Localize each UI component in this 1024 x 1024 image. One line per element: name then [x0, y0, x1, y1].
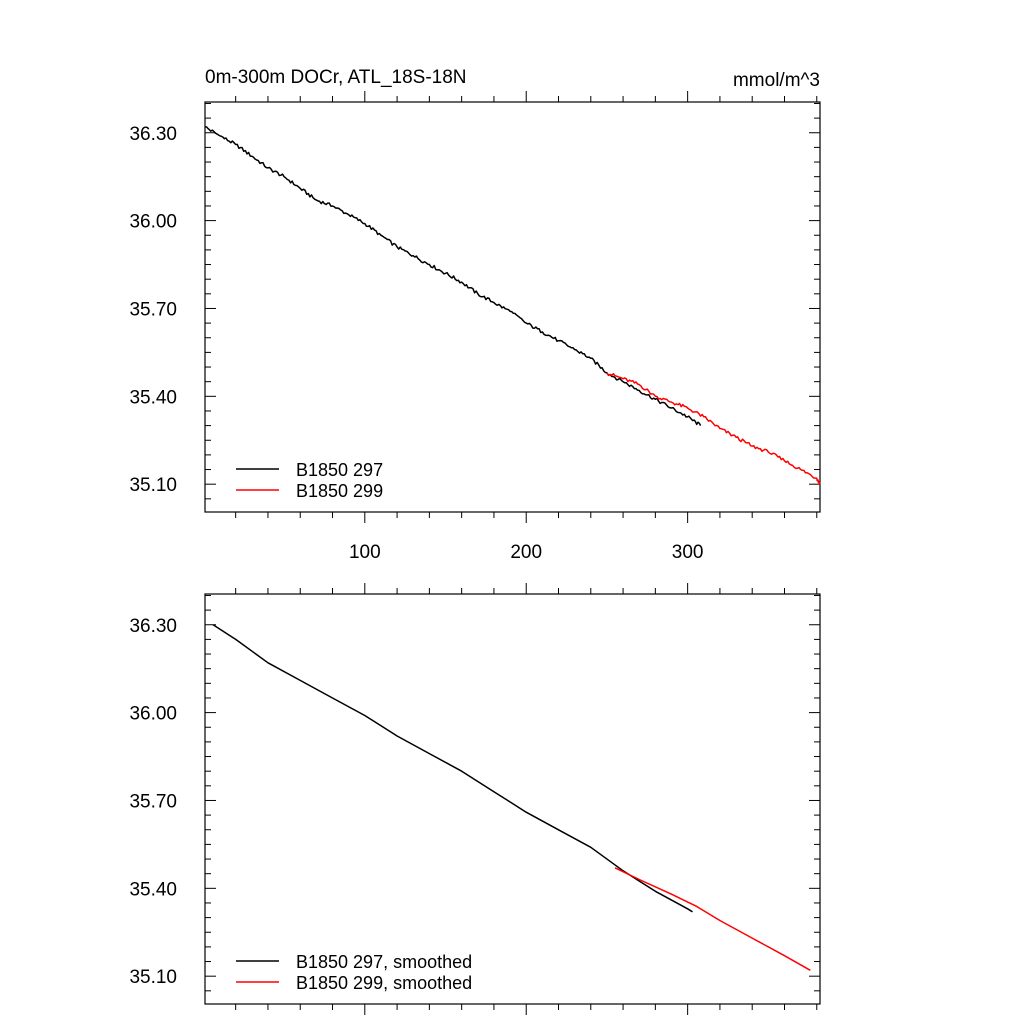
- series-line: [614, 867, 811, 971]
- legend-label: B1850 297, smoothed: [296, 952, 472, 972]
- y-tick-label: 35.70: [129, 299, 177, 320]
- y-tick-label: 36.00: [129, 212, 177, 233]
- x-tick-label: 200: [510, 542, 542, 563]
- ticks-group: [205, 91, 820, 523]
- legend-label: B1850 297: [296, 460, 383, 480]
- plot-frame: [204, 101, 821, 513]
- legend-label: B1850 299: [296, 481, 383, 501]
- y-tick-label: 35.70: [129, 791, 177, 812]
- y-tick-label: 35.10: [129, 967, 177, 988]
- series-line: [212, 624, 693, 913]
- series-line: [606, 372, 821, 485]
- y-tick-label: 36.30: [129, 616, 177, 637]
- tick-labels-group: 35.10 35.40 35.70 36.00 36.30: [129, 616, 177, 988]
- tick-labels-group: 35.10 35.40 35.70 36.00 36.30 100 200 300: [129, 124, 703, 563]
- bottom-panel: 35.10 35.40 35.70 36.00 36.30 B1850 297, smo…: [129, 583, 821, 1015]
- lines-group: [205, 126, 821, 485]
- plot-frame: [204, 593, 821, 1005]
- series-line: [205, 126, 702, 426]
- chart-title: 0m-300m DOCr, ATL_18S-18N: [205, 67, 467, 88]
- y-tick-label: 35.40: [129, 879, 177, 900]
- x-tick-label: 300: [672, 542, 704, 563]
- x-tick-label: 100: [349, 542, 381, 563]
- top-panel: 0m-300m DOCr, ATL_18S-18N mmol/m^3 35.10…: [129, 67, 821, 563]
- legend-label: B1850 299, smoothed: [296, 973, 472, 993]
- lines-group: [212, 624, 811, 971]
- y-tick-label: 36.30: [129, 124, 177, 145]
- y-tick-label: 35.10: [129, 475, 177, 496]
- y-tick-label: 36.00: [129, 704, 177, 725]
- y-tick-label: 35.40: [129, 387, 177, 408]
- units-label: mmol/m^3: [733, 70, 820, 91]
- ticks-group: [205, 583, 820, 1015]
